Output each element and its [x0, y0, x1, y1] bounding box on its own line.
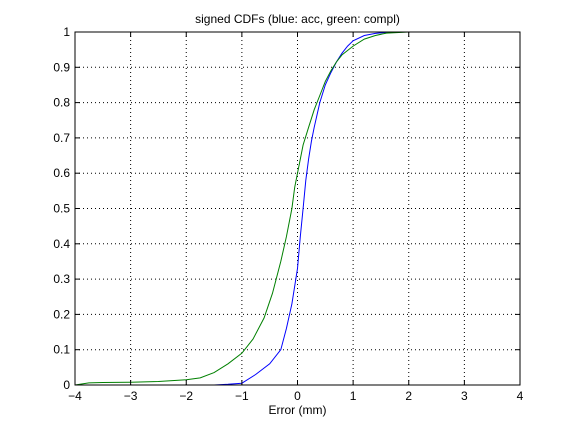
- x-axis-label: Error (mm): [269, 403, 327, 417]
- y-tick-label: 0.2: [53, 307, 70, 321]
- y-tick-label: 0.8: [53, 96, 70, 110]
- y-tick-label: 0.5: [53, 202, 70, 216]
- x-tick-label: 4: [517, 389, 524, 403]
- x-tick-label: 3: [461, 389, 468, 403]
- grid: [75, 32, 520, 385]
- ticks: −4 −3 −2 −1 0 1 2 3 4 0 0.1 0.2 0.3 0.4 0.5 0.6 0.7 0.8 0.…: [53, 25, 523, 403]
- chart-title: signed CDFs (blue: acc, green: compl): [195, 12, 400, 26]
- x-tick-label: 2: [405, 389, 412, 403]
- y-tick-label: 0.9: [53, 60, 70, 74]
- series-line-2: [74, 31, 520, 386]
- x-tick-label: 0: [294, 389, 301, 403]
- x-tick-label: −1: [235, 389, 249, 403]
- x-tick-label: −4: [68, 389, 82, 403]
- x-tick-label: −2: [179, 389, 193, 403]
- y-tick-label: 0.7: [53, 131, 70, 145]
- y-tick-label: 0.3: [53, 272, 70, 286]
- y-tick-label: 0: [63, 378, 70, 392]
- x-tick-label: −3: [124, 389, 138, 403]
- y-tick-label: 1: [63, 25, 70, 39]
- y-tick-label: 0.1: [53, 343, 70, 357]
- y-tick-label: 0.4: [53, 237, 70, 251]
- x-tick-label: 1: [350, 389, 357, 403]
- y-tick-label: 0.6: [53, 166, 70, 180]
